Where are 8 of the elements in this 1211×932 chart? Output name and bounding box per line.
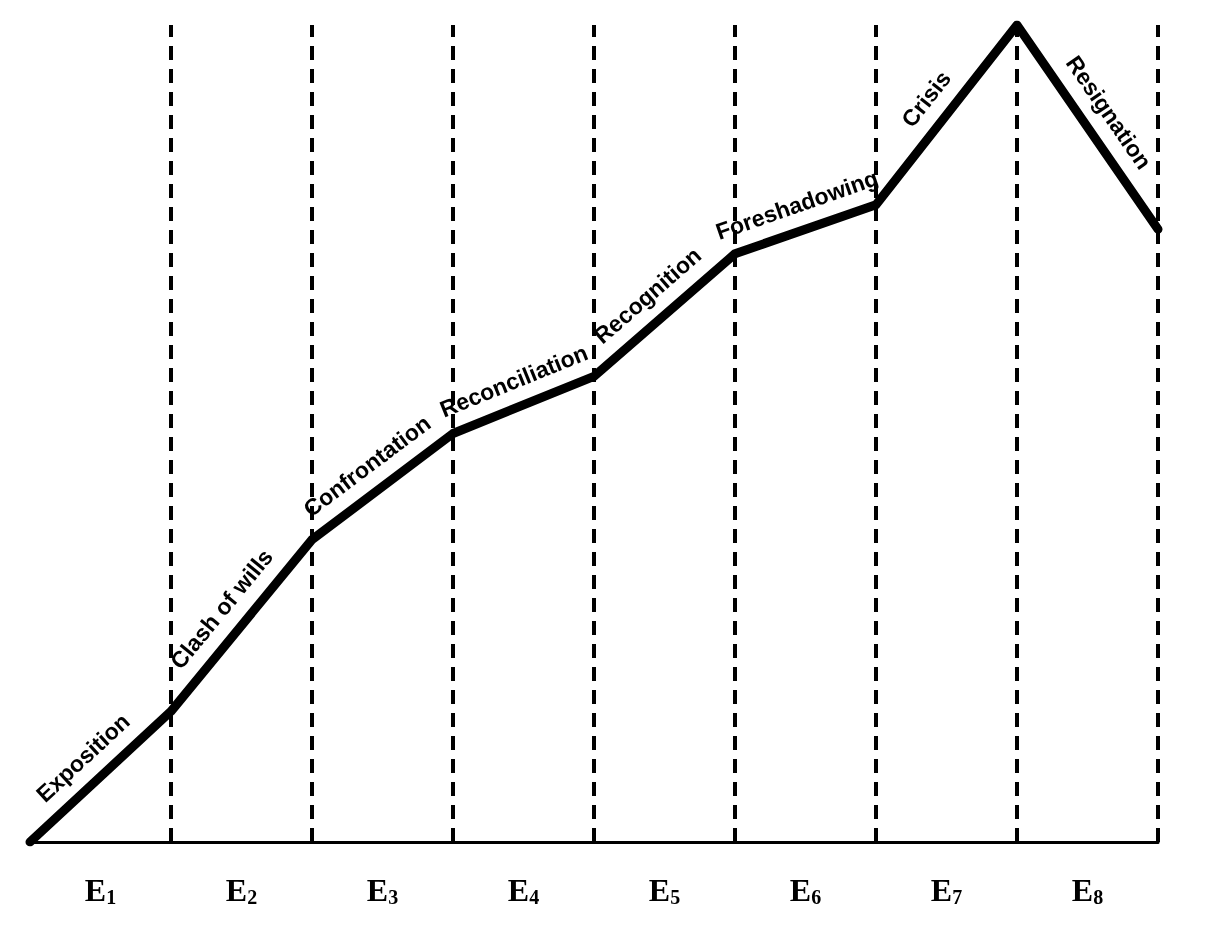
text: E8 [1071, 872, 1104, 908]
text: E3 [366, 872, 399, 908]
text: E2 [225, 872, 258, 908]
text: E7 [930, 872, 963, 908]
text: E5 [648, 872, 681, 908]
text: E4 [507, 872, 540, 908]
text: E1 [84, 872, 117, 908]
text: E6 [789, 872, 822, 908]
